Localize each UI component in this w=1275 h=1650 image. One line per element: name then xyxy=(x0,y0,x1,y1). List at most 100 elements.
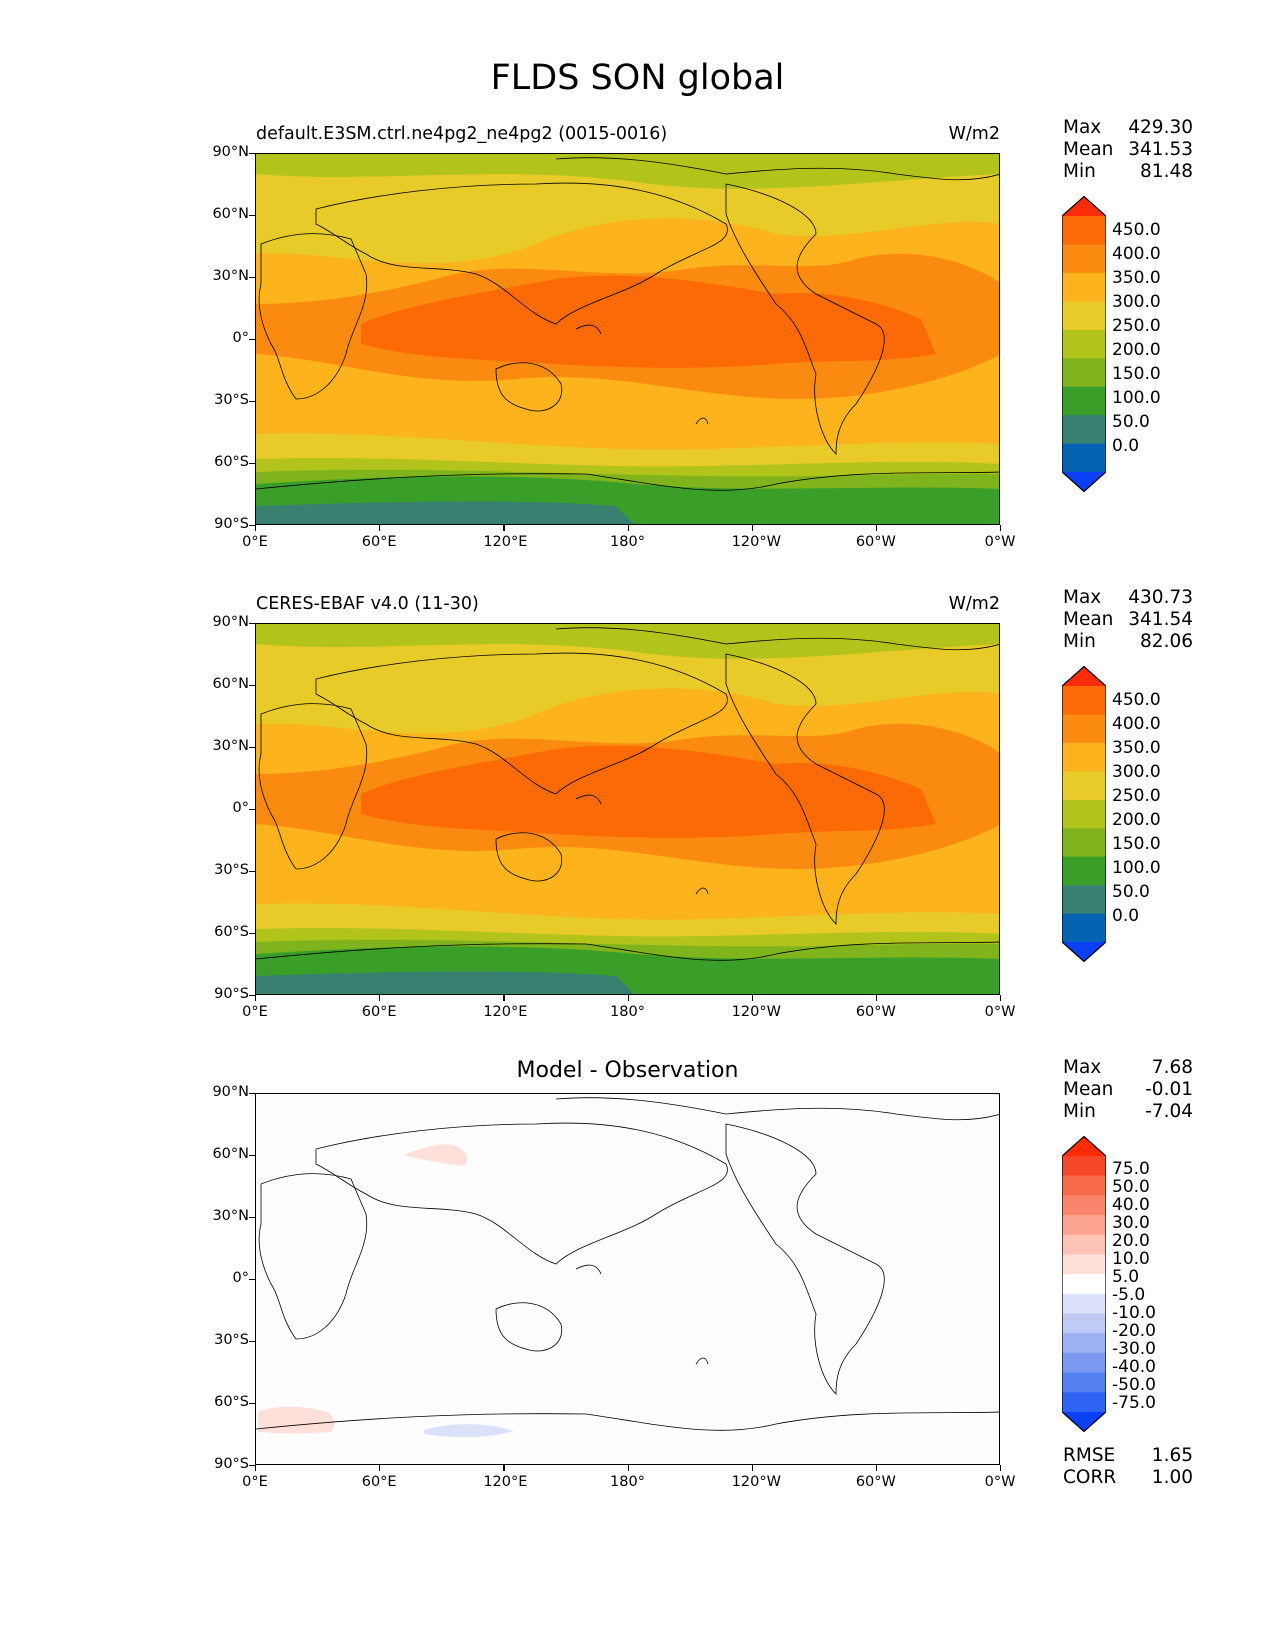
lat-tick-label: 30°N xyxy=(212,738,249,754)
cbar-tick: 75.0 xyxy=(1112,1159,1150,1179)
cbar-tick: -50.0 xyxy=(1112,1375,1156,1395)
panel3-colorbar-svg xyxy=(1061,1135,1107,1433)
lon-tick-mark xyxy=(875,525,878,531)
panel2-map xyxy=(255,623,1000,995)
cbar-tick: 40.0 xyxy=(1112,1195,1150,1215)
lat-tick-mark xyxy=(249,525,255,527)
lon-tick-label: 60°W xyxy=(855,534,896,550)
lat-tick-mark xyxy=(249,871,255,873)
panel1-units: W/m2 xyxy=(948,124,1000,144)
lon-tick-mark xyxy=(255,995,257,1001)
lon-tick-mark xyxy=(627,525,629,531)
cbar-tick: 250.0 xyxy=(1112,316,1161,336)
stat-mean-label: Mean xyxy=(1063,1079,1114,1100)
lat-tick-label: 90°S xyxy=(214,1456,249,1472)
panel2-stats: Max 430.73 Mean 341.54 Min 82.06 xyxy=(1063,587,1193,653)
colorbar-segment xyxy=(1062,856,1106,886)
cbar-tick: 150.0 xyxy=(1112,834,1161,854)
lat-tick-label: 90°N xyxy=(212,1084,249,1100)
lat-tick-label: 0° xyxy=(232,1270,249,1286)
panel3-map-svg xyxy=(256,1094,999,1464)
stat-max-label: Max xyxy=(1063,587,1102,608)
stat-max-value: 7.68 xyxy=(1151,1057,1193,1078)
colorbar-extend-max xyxy=(1062,1136,1106,1156)
colorbar-segment xyxy=(1062,1234,1106,1255)
lat-tick-mark xyxy=(249,153,255,155)
stat-min-value: 82.06 xyxy=(1140,631,1193,652)
lat-tick-label: 90°S xyxy=(214,516,249,532)
lon-tick-mark xyxy=(503,525,505,531)
lon-tick-label: 120°W xyxy=(731,1004,781,1020)
lat-tick-label: 60°N xyxy=(212,206,249,222)
coastlines xyxy=(256,627,999,961)
lat-tick-label: 30°N xyxy=(212,268,249,284)
lon-tick-mark xyxy=(875,1465,878,1471)
lat-tick-mark xyxy=(249,995,255,997)
lon-tick-label: 60°E xyxy=(361,1004,397,1020)
lat-tick-mark xyxy=(249,1279,255,1281)
lat-tick-mark xyxy=(249,463,255,465)
stat-mean-value: -0.01 xyxy=(1145,1079,1193,1100)
cbar-tick: 300.0 xyxy=(1112,762,1161,782)
lat-tick-mark xyxy=(249,1093,255,1095)
cbar-tick: 20.0 xyxy=(1112,1231,1150,1251)
stat-min-label: Min xyxy=(1063,161,1096,182)
lat-tick-label: 30°S xyxy=(214,1332,249,1348)
stat-min-label: Min xyxy=(1063,1101,1096,1122)
stat-max-value: 429.30 xyxy=(1128,117,1193,138)
cbar-tick: 100.0 xyxy=(1112,388,1161,408)
colorbar-segment xyxy=(1062,913,1106,943)
colorbar-segment xyxy=(1062,1333,1106,1354)
lon-tick-label: 120°E xyxy=(483,1474,528,1490)
panel1-title: default.E3SM.ctrl.ne4pg2_ne4pg2 (0015-00… xyxy=(256,124,668,144)
lat-tick-mark xyxy=(249,809,255,811)
stat-mean-value: 341.54 xyxy=(1128,609,1193,630)
lon-tick-label: 0°W xyxy=(984,1474,1016,1490)
lat-tick-mark xyxy=(249,401,255,403)
diff-negative-anomaly xyxy=(424,1424,514,1438)
cbar-tick: 0.0 xyxy=(1112,436,1140,456)
cbar-tick: 450.0 xyxy=(1112,690,1161,710)
lon-tick-mark xyxy=(503,1465,505,1471)
colorbar-segment xyxy=(1062,1215,1106,1236)
lon-tick-label: 0°E xyxy=(242,1004,268,1020)
colorbar-segment xyxy=(1062,686,1106,715)
band-antarctic-teal xyxy=(256,501,634,524)
panel2-title: CERES-EBAF v4.0 (11-30) xyxy=(256,594,479,614)
stat-max-value: 430.73 xyxy=(1128,587,1193,608)
lat-tick-label: 90°N xyxy=(212,144,249,160)
rmse-value: 1.65 xyxy=(1151,1445,1193,1466)
cbar-tick: 50.0 xyxy=(1112,882,1150,902)
cbar-tick: 30.0 xyxy=(1112,1213,1150,1233)
warm-pool xyxy=(361,745,936,838)
lon-tick-label: 120°E xyxy=(483,534,528,550)
colorbar-extend-max xyxy=(1062,196,1106,216)
lat-tick-mark xyxy=(249,685,255,687)
lon-tick-label: 0°E xyxy=(242,534,268,550)
stat-max-label: Max xyxy=(1063,1057,1102,1078)
cbar-tick: 400.0 xyxy=(1112,244,1161,264)
colorbar-segment xyxy=(1062,301,1106,331)
coastlines xyxy=(256,1097,999,1431)
cbar-tick: 450.0 xyxy=(1112,220,1161,240)
panel2-colorbar-svg xyxy=(1061,665,1107,963)
cbar-tick: 10.0 xyxy=(1112,1249,1150,1269)
lat-tick-label: 90°S xyxy=(214,986,249,1002)
panel3-map xyxy=(255,1093,1000,1465)
lat-tick-mark xyxy=(249,339,255,341)
colorbar-segment xyxy=(1062,415,1106,445)
diff-positive-anomaly xyxy=(258,1406,335,1434)
panel1-map xyxy=(255,153,1000,525)
lon-tick-mark xyxy=(379,1465,381,1471)
lat-tick-label: 90°N xyxy=(212,614,249,630)
panel3-title: Model - Observation xyxy=(516,1058,739,1083)
cbar-tick: -40.0 xyxy=(1112,1357,1156,1377)
lat-tick-label: 60°N xyxy=(212,676,249,692)
cbar-tick: 50.0 xyxy=(1112,1177,1150,1197)
colorbar-segment xyxy=(1062,1392,1106,1413)
stat-mean-label: Mean xyxy=(1063,609,1114,630)
lon-tick-label: 60°W xyxy=(855,1004,896,1020)
panel2-colorbar xyxy=(1061,665,1107,966)
rmse-label: RMSE xyxy=(1063,1445,1116,1466)
stat-mean-label: Mean xyxy=(1063,139,1114,160)
